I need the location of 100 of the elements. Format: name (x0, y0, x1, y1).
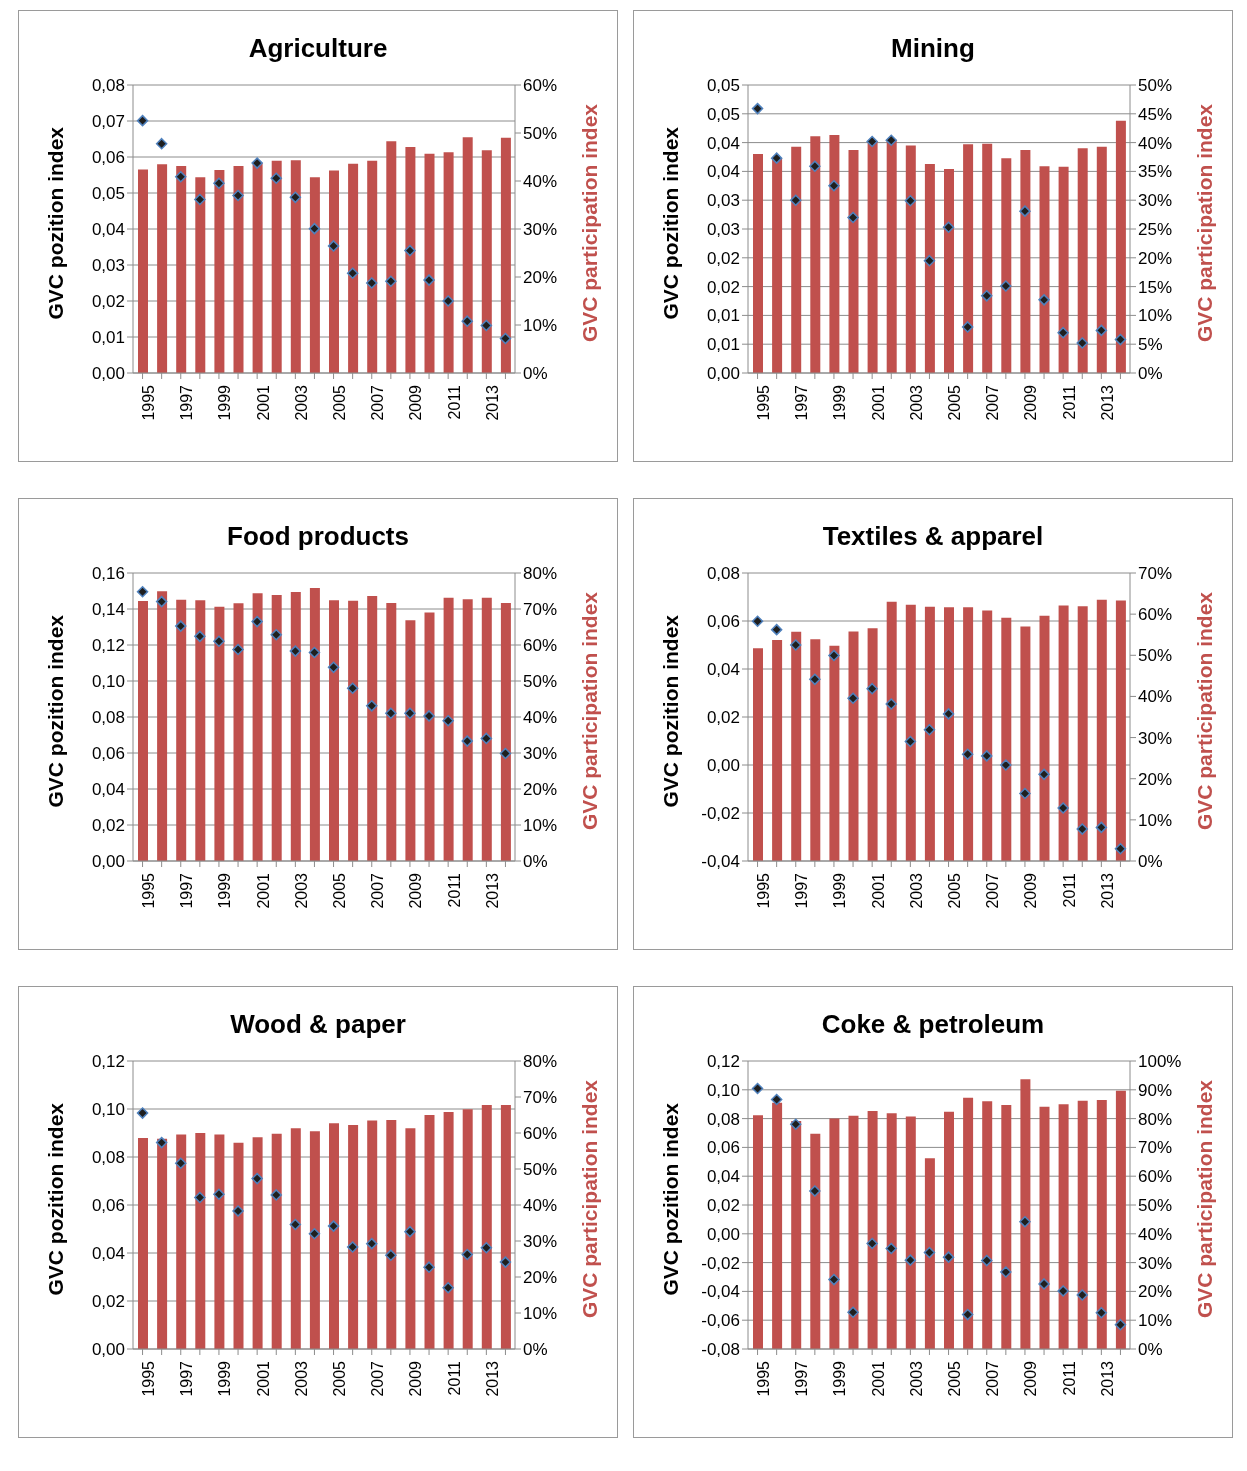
bar (924, 1158, 935, 1349)
bar (443, 597, 454, 861)
bar (386, 1120, 397, 1349)
point (904, 1254, 917, 1266)
point (423, 274, 435, 286)
point (1095, 324, 1108, 337)
y2-tick-label: 70% (1138, 564, 1173, 584)
point (847, 692, 859, 705)
bar (982, 143, 993, 373)
point (790, 1118, 802, 1130)
y-axis-title: GVC pozition index (44, 1102, 68, 1296)
x-tick-label: 2009 (407, 384, 425, 421)
point (155, 1136, 168, 1149)
y2-axis-title: GVC participation index (1193, 591, 1217, 831)
y-tick-label: 0,00 (91, 852, 125, 872)
point (251, 157, 263, 169)
y-tick-label: 0,10 (91, 672, 125, 692)
point (442, 715, 454, 727)
point (770, 152, 783, 164)
y2-tick-label: 10% (1138, 810, 1173, 830)
bar (138, 1138, 148, 1349)
bar (982, 1101, 993, 1349)
x-tick-label: 2011 (445, 384, 463, 420)
point (346, 267, 359, 280)
x-tick-label: 2005 (330, 1360, 348, 1397)
point (923, 1246, 936, 1259)
y-tick-label: 0,12 (91, 1052, 125, 1072)
bar (367, 1120, 378, 1349)
x-tick-label: 2001 (254, 384, 272, 421)
point (1095, 1306, 1108, 1319)
x-tick-label: 2013 (483, 872, 501, 909)
y-tick-label: 0,06 (91, 1196, 125, 1216)
y-tick-label: 0,05 (706, 76, 740, 96)
point (866, 1237, 878, 1250)
x-tick-label: 2007 (369, 872, 387, 909)
x-tick-label: 1995 (139, 1360, 157, 1397)
bar (329, 1123, 339, 1349)
x-tick-label: 2005 (945, 872, 963, 909)
y-tick-label: 0,02 (91, 292, 125, 312)
x-tick-label: 1999 (831, 1360, 849, 1397)
bar (848, 631, 859, 861)
y-tick-label: -0,06 (701, 1311, 740, 1331)
bar (924, 606, 935, 861)
bar (138, 169, 148, 373)
bar (944, 169, 954, 373)
point (289, 191, 302, 204)
point (194, 1191, 206, 1204)
y-tick-label: 0,04 (91, 220, 125, 240)
point (480, 319, 493, 332)
bar (348, 163, 359, 373)
bar (810, 1133, 821, 1349)
x-tick-label: 2005 (945, 384, 963, 421)
y2-axis-title: GVC participation index (1193, 1079, 1217, 1319)
y-tick-label: 0,08 (91, 1148, 125, 1168)
point (251, 1172, 263, 1185)
y-tick-label: 0,00 (91, 364, 125, 384)
y2-axis-title: GVC participation index (578, 103, 602, 343)
x-tick-label: 1997 (178, 384, 196, 421)
point (308, 1228, 321, 1240)
y-tick-label: 0,07 (91, 112, 125, 132)
point (175, 620, 187, 632)
bar (176, 1134, 187, 1349)
y2-tick-label: 20% (523, 780, 558, 800)
point (194, 193, 206, 206)
point (1000, 759, 1012, 771)
y2-tick-label: 40% (523, 172, 558, 192)
y-tick-label: 0,00 (706, 1224, 740, 1244)
y-tick-label: 0,02 (706, 708, 740, 728)
bar (271, 1133, 282, 1349)
bar (290, 1128, 301, 1349)
bar (1096, 1099, 1107, 1349)
point (961, 1308, 974, 1321)
bar (791, 146, 802, 373)
bar (791, 631, 802, 861)
x-tick-label: 2003 (292, 872, 310, 909)
y-axis-title: GVC pozition index (659, 614, 683, 808)
point (923, 723, 936, 736)
y-tick-label: 0,06 (706, 612, 740, 632)
bar (1020, 1079, 1031, 1349)
x-tick-label: 1997 (793, 872, 811, 909)
x-tick-label: 1999 (831, 872, 849, 909)
y-tick-label: -0,02 (701, 804, 740, 824)
y2-tick-label: 25% (1138, 220, 1173, 240)
point (404, 244, 416, 257)
x-tick-label: 2001 (869, 384, 887, 421)
point (751, 102, 764, 115)
point (232, 189, 244, 202)
x-tick-label: 2001 (254, 1360, 272, 1397)
y2-tick-label: 50% (1138, 1196, 1173, 1216)
point (809, 160, 821, 172)
y2-tick-label: 30% (1138, 728, 1173, 748)
point (942, 708, 955, 720)
y2-tick-label: 0% (523, 1340, 548, 1360)
bar (481, 597, 492, 861)
bar (500, 137, 511, 373)
bar (214, 606, 225, 861)
x-tick-label: 2007 (984, 872, 1002, 909)
x-tick-label: 2003 (907, 872, 925, 909)
bar (367, 160, 378, 373)
x-tick-label: 2007 (984, 384, 1002, 421)
